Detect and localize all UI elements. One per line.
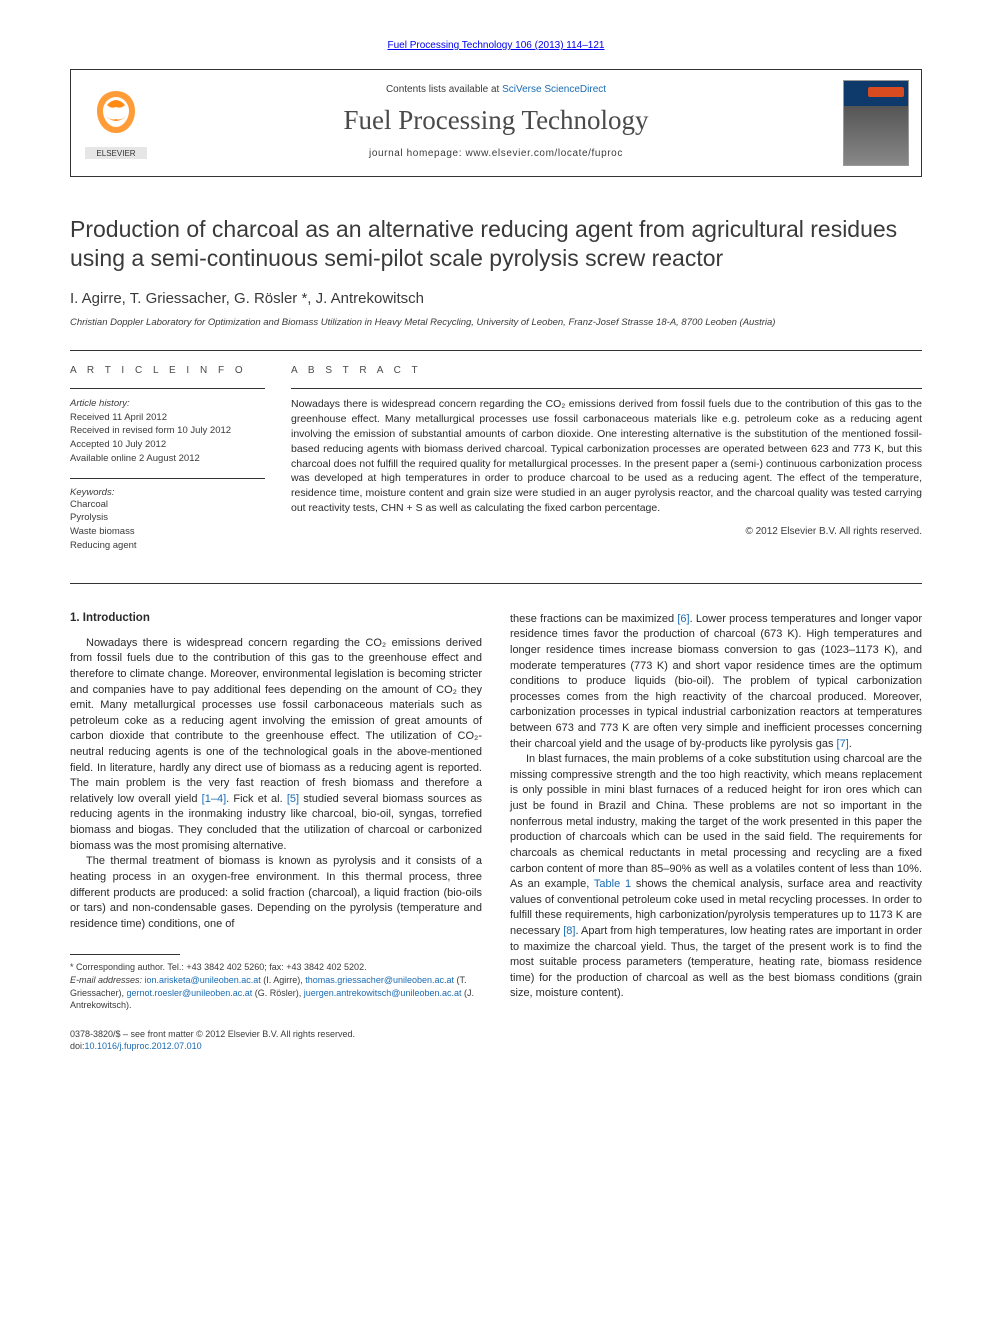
doi-prefix: doi: xyxy=(70,1041,85,1051)
ref-8[interactable]: [8] xyxy=(563,925,575,937)
doi-link[interactable]: 10.1016/j.fuproc.2012.07.010 xyxy=(85,1041,202,1051)
journal-header: ELSEVIER Contents lists available at Sci… xyxy=(70,69,922,177)
corresponding-author: * Corresponding author. Tel.: +43 3842 4… xyxy=(70,961,482,974)
journal-homepage: journal homepage: www.elsevier.com/locat… xyxy=(181,148,811,159)
history-head: Article history: xyxy=(70,397,265,411)
article-info-label: A R T I C L E I N F O xyxy=(70,365,265,376)
body-columns: 1. Introduction Nowadays there is widesp… xyxy=(70,612,922,1053)
meta-row: A R T I C L E I N F O Article history: R… xyxy=(70,365,922,553)
contents-prefix: Contents lists available at xyxy=(386,84,502,95)
emails-label: E-mail addresses: xyxy=(70,975,145,985)
abstract-copyright: © 2012 Elsevier B.V. All rights reserved… xyxy=(291,526,922,537)
bottom-meta: 0378-3820/$ – see front matter © 2012 El… xyxy=(70,1028,482,1053)
keyword-4: Reducing agent xyxy=(70,539,265,553)
keywords-head: Keywords: xyxy=(70,487,265,498)
ref-5[interactable]: [5] xyxy=(287,793,299,805)
column-left: 1. Introduction Nowadays there is widesp… xyxy=(70,612,482,1053)
email-1-paren: (I. Agirre), xyxy=(261,975,303,985)
history-online: Available online 2 August 2012 xyxy=(70,452,265,466)
journal-name: Fuel Processing Technology xyxy=(181,105,811,136)
rule-body-top xyxy=(70,583,922,584)
col2-p1c: . xyxy=(849,738,852,750)
col2-p2a: In blast furnaces, the main problems of … xyxy=(510,753,922,890)
header-center: Contents lists available at SciVerse Sci… xyxy=(161,70,831,176)
journal-cover-cell xyxy=(831,70,921,176)
email-4[interactable]: juergen.antrekowitsch@unileoben.ac.at xyxy=(304,988,462,998)
intro-p1a: Nowadays there is widespread concern reg… xyxy=(70,637,482,805)
col2-p1b: . Lower process temperatures and longer … xyxy=(510,613,922,750)
col2-p1: these fractions can be maximized [6]. Lo… xyxy=(510,612,922,752)
article-info-col: A R T I C L E I N F O Article history: R… xyxy=(70,365,265,553)
article-history: Article history: Received 11 April 2012 … xyxy=(70,397,265,466)
ref-1-4[interactable]: [1–4] xyxy=(202,793,226,805)
contents-line: Contents lists available at SciVerse Sci… xyxy=(181,84,811,95)
issn-line: 0378-3820/$ – see front matter © 2012 El… xyxy=(70,1028,482,1041)
journal-citation-link[interactable]: Fuel Processing Technology 106 (2013) 11… xyxy=(387,40,604,51)
page-container: Fuel Processing Technology 106 (2013) 11… xyxy=(0,0,992,1103)
intro-heading: 1. Introduction xyxy=(70,612,482,624)
history-revised: Received in revised form 10 July 2012 xyxy=(70,424,265,438)
rule-top xyxy=(70,350,922,351)
email-3[interactable]: gernot.roesler@unileoben.ac.at xyxy=(127,988,253,998)
abstract-col: A B S T R A C T Nowadays there is widesp… xyxy=(291,365,922,553)
rule-abstract-top xyxy=(291,388,922,389)
doi-line: doi:10.1016/j.fuproc.2012.07.010 xyxy=(70,1040,482,1053)
footnote-rule xyxy=(70,954,180,955)
journal-citation: Fuel Processing Technology 106 (2013) 11… xyxy=(70,40,922,51)
intro-p2: The thermal treatment of biomass is know… xyxy=(70,854,482,932)
history-accepted: Accepted 10 July 2012 xyxy=(70,438,265,452)
col2-p2: In blast furnaces, the main problems of … xyxy=(510,752,922,1002)
affiliation: Christian Doppler Laboratory for Optimiz… xyxy=(70,317,922,328)
keywords-list: Charcoal Pyrolysis Waste biomass Reducin… xyxy=(70,498,265,553)
keyword-3: Waste biomass xyxy=(70,525,265,539)
elsevier-logo: ELSEVIER xyxy=(85,87,147,159)
email-3-paren: (G. Rösler), xyxy=(252,988,304,998)
sciencedirect-link[interactable]: SciVerse ScienceDirect xyxy=(502,84,606,95)
abstract-text: Nowadays there is widespread concern reg… xyxy=(291,397,922,516)
article-title: Production of charcoal as an alternative… xyxy=(70,215,922,274)
emails-line: E-mail addresses: ion.arisketa@unileoben… xyxy=(70,974,482,1012)
keyword-2: Pyrolysis xyxy=(70,511,265,525)
intro-p1: Nowadays there is widespread concern reg… xyxy=(70,636,482,855)
journal-cover-thumb xyxy=(843,80,909,166)
email-2[interactable]: thomas.griessacher@unileoben.ac.at xyxy=(305,975,454,985)
column-right: these fractions can be maximized [6]. Lo… xyxy=(510,612,922,1053)
publisher-label: ELSEVIER xyxy=(96,149,135,158)
ref-7[interactable]: [7] xyxy=(837,738,849,750)
publisher-logo-cell: ELSEVIER xyxy=(71,70,161,176)
table-1-ref[interactable]: Table 1 xyxy=(594,878,631,890)
rule-history-top xyxy=(70,388,265,389)
history-received: Received 11 April 2012 xyxy=(70,411,265,425)
col2-p1a: these fractions can be maximized xyxy=(510,613,677,625)
email-1[interactable]: ion.arisketa@unileoben.ac.at xyxy=(145,975,261,985)
ref-6[interactable]: [6] xyxy=(677,613,689,625)
intro-p1b: . Fick et al. xyxy=(226,793,287,805)
rule-keywords-top xyxy=(70,478,265,479)
abstract-label: A B S T R A C T xyxy=(291,365,922,376)
authors: I. Agirre, T. Griessacher, G. Rösler *, … xyxy=(70,290,922,307)
footnote-block: * Corresponding author. Tel.: +43 3842 4… xyxy=(70,961,482,1011)
keyword-1: Charcoal xyxy=(70,498,265,512)
